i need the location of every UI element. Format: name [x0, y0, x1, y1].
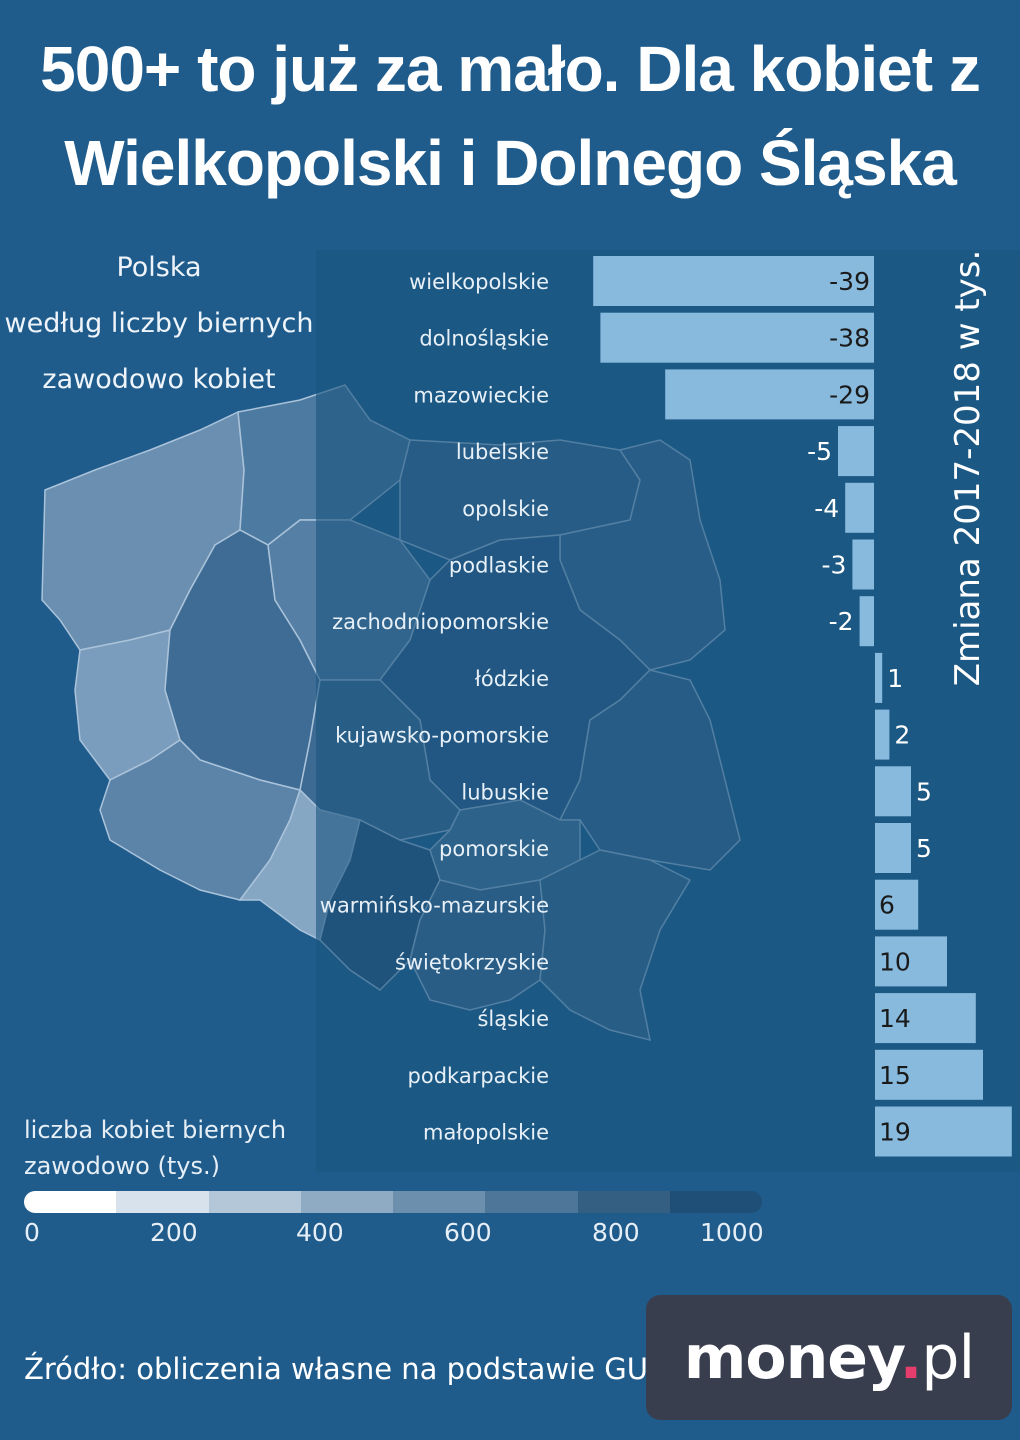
category-label: opolskie — [462, 497, 549, 521]
value-label: -2 — [829, 607, 854, 636]
bar — [838, 426, 874, 477]
bar — [875, 652, 883, 703]
bar — [875, 1106, 1012, 1157]
bar — [875, 766, 911, 817]
value-label: -3 — [821, 551, 846, 580]
scale-tick: 0 — [24, 1218, 40, 1247]
logo-text: money.pl — [683, 1322, 975, 1393]
category-label: mazowieckie — [413, 383, 549, 407]
bar — [593, 256, 874, 306]
bar — [859, 596, 874, 647]
color-scale-bar — [24, 1191, 762, 1213]
logo-main: money — [683, 1322, 901, 1393]
category-label: podkarpackie — [408, 1064, 549, 1088]
category-label: dolnośląskie — [419, 327, 549, 351]
value-label: 5 — [916, 777, 932, 806]
value-label: 2 — [894, 721, 910, 750]
scale-tick: 600 — [444, 1218, 492, 1247]
source-note: Źródło: obliczenia własne na podstawie G… — [24, 1352, 667, 1386]
category-label: pomorskie — [439, 837, 549, 861]
chart-axis-label: Zmiana 2017-2018 w tys. — [948, 249, 988, 687]
scale-segment — [24, 1191, 117, 1213]
category-label: świętokrzyskie — [395, 950, 549, 974]
scale-segment — [577, 1191, 670, 1213]
scale-tick: 800 — [592, 1218, 640, 1247]
category-label: śląskie — [477, 1007, 549, 1031]
scale-title: liczba kobiet biernych zawodowo (tys.) — [24, 1112, 286, 1184]
category-label: lubuskie — [461, 780, 549, 804]
bar — [875, 823, 911, 873]
scale-segment — [300, 1191, 393, 1213]
value-label: -38 — [829, 324, 870, 353]
bar — [852, 539, 874, 590]
map-legend-line-1: Polska — [116, 252, 202, 283]
logo-dot: . — [899, 1322, 923, 1393]
bar — [875, 709, 890, 760]
value-label: -5 — [807, 437, 832, 466]
value-label: 6 — [879, 891, 895, 920]
bars-layer: wielkopolskie -39 dolnośląskie -38 mazowieck… — [320, 256, 1012, 1157]
value-label: 1 — [887, 664, 903, 693]
bar — [875, 936, 947, 987]
scale-title-line-2: zawodowo (tys.) — [24, 1152, 220, 1180]
map-legend-line-2: według liczby biernych — [4, 308, 314, 339]
value-label: 5 — [916, 834, 932, 863]
value-label: 15 — [879, 1061, 911, 1090]
value-label: 14 — [879, 1004, 911, 1033]
scale-segment — [116, 1191, 209, 1213]
value-label: -39 — [829, 267, 870, 296]
bar — [845, 482, 874, 533]
scale-title-line-1: liczba kobiet biernych — [24, 1116, 287, 1144]
title-line-2: Wielkopolski i Dolnego Śląska — [64, 127, 957, 199]
title-line-1: 500+ to już za mało. Dla kobiet z — [40, 33, 981, 105]
category-label: kujawsko-pomorskie — [335, 724, 549, 748]
category-label: wielkopolskie — [409, 270, 549, 294]
value-label: 19 — [879, 1118, 911, 1147]
scale-tick: 200 — [150, 1218, 198, 1247]
scale-segment — [485, 1191, 578, 1213]
page-title: 500+ to już za mało. Dla kobiet z Wielko… — [0, 22, 1020, 210]
bar — [665, 369, 874, 420]
scale-tick: 400 — [296, 1218, 344, 1247]
map-legend-title: Polska według liczby biernych zawodowo k… — [0, 240, 318, 408]
bar — [600, 312, 874, 363]
bar — [875, 1049, 983, 1100]
category-label: małopolskie — [423, 1121, 549, 1145]
scale-segment — [393, 1191, 486, 1213]
value-label: -4 — [814, 494, 839, 523]
category-label: podlaskie — [449, 554, 549, 578]
bar — [875, 879, 919, 930]
scale-tick: 1000 — [700, 1218, 764, 1247]
value-label: 10 — [879, 947, 911, 976]
value-label: -29 — [829, 380, 870, 409]
scale-segment — [669, 1191, 762, 1213]
bar — [875, 993, 976, 1044]
category-label: zachodniopomorskie — [332, 610, 549, 634]
category-label: warmińsko-mazurskie — [320, 894, 549, 918]
scale-segment — [208, 1191, 301, 1213]
category-label: łódzkie — [475, 667, 549, 691]
logo-suffix: pl — [921, 1322, 975, 1393]
map-legend-line-3: zawodowo kobiet — [42, 364, 276, 395]
category-label: lubelskie — [456, 440, 549, 464]
money-pl-logo[interactable]: money.pl — [646, 1295, 1012, 1420]
